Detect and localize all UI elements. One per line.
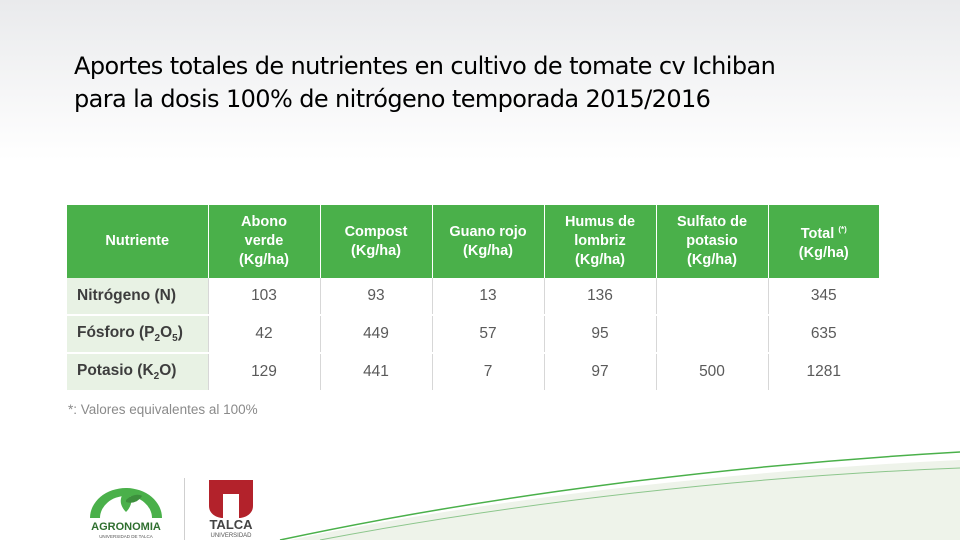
header-sulfato: Sulfato de potasio (Kg/ha): [656, 205, 769, 278]
cell-abono: 103: [208, 278, 321, 316]
header-background: [0, 0, 960, 160]
cell-compost: 93: [320, 278, 433, 316]
cell-abono: 42: [208, 315, 321, 354]
cell-sulfato: 500: [656, 353, 769, 392]
table-row: Fósforo (P2O5) 42 449 57 95 635: [67, 315, 879, 354]
table-footnote: *: Valores equivalentes al 100%: [68, 402, 258, 417]
slide-title-line-1: Aportes totales de nutrientes en cultivo…: [74, 52, 776, 80]
table-row: Potasio (K2O) 129 441 7 97 500 1281: [67, 353, 879, 392]
header-guano-rojo: Guano rojo (Kg/ha): [432, 205, 545, 278]
cell-abono: 129: [208, 353, 321, 392]
talca-emblem-icon: [209, 480, 253, 518]
row-label-potasio: Potasio (K2O): [67, 353, 209, 392]
talca-logo-text: TALCA: [209, 517, 253, 532]
cell-compost: 441: [320, 353, 433, 392]
row-label-fosforo: Fósforo (P2O5): [67, 315, 209, 354]
logo-divider: [184, 478, 185, 540]
nutrient-table: Nutriente Abono verde (Kg/ha) Compost (K…: [67, 205, 879, 392]
header-nutriente: Nutriente: [67, 205, 209, 278]
decorative-swoosh: [279, 451, 960, 540]
agronomia-logo-subtext: UNIVERSIDAD DE TALCA: [99, 534, 153, 539]
cell-sulfato: [656, 315, 769, 354]
header-humus: Humus de lombriz (Kg/ha): [544, 205, 657, 278]
slide-title: Aportes totales de nutrientes en cultivo…: [74, 50, 934, 116]
agronomia-logo: AGRONOMIA UNIVERSIDAD DE TALCA: [90, 488, 162, 539]
slide-title-line-2: para la dosis 100% de nitrógeno temporad…: [74, 85, 711, 113]
cell-guano: 13: [432, 278, 545, 316]
table-header-row: Nutriente Abono verde (Kg/ha) Compost (K…: [67, 205, 879, 278]
cell-guano: 7: [432, 353, 545, 392]
cell-total: 635: [768, 315, 879, 354]
cell-total: 345: [768, 278, 879, 316]
agronomia-logo-text: AGRONOMIA: [91, 521, 161, 533]
header-compost: Compost (Kg/ha): [320, 205, 433, 278]
cell-total: 1281: [768, 353, 879, 392]
row-label-nitrogeno: Nitrógeno (N): [67, 278, 209, 316]
cell-sulfato: [656, 278, 769, 316]
cell-guano: 57: [432, 315, 545, 354]
header-abono-verde: Abono verde (Kg/ha): [208, 205, 321, 278]
table-row: Nitrógeno (N) 103 93 13 136 345: [67, 278, 879, 316]
talca-logo: TALCA UNIVERSIDAD: [209, 480, 253, 539]
header-total: Total (*) (Kg/ha): [768, 205, 879, 278]
cell-humus: 136: [544, 278, 657, 316]
cell-compost: 449: [320, 315, 433, 354]
talca-logo-subtext: UNIVERSIDAD: [210, 533, 252, 539]
cell-humus: 97: [544, 353, 657, 392]
cell-humus: 95: [544, 315, 657, 354]
